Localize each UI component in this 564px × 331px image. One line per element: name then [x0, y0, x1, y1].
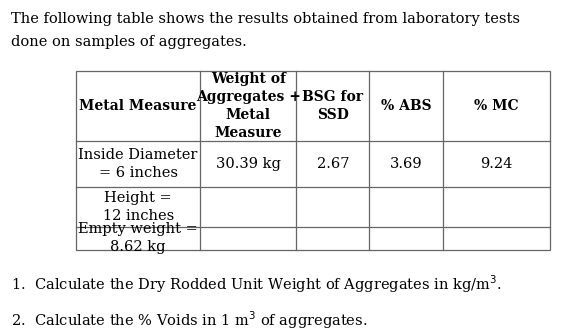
Text: Inside Diameter
= 6 inches: Inside Diameter = 6 inches: [78, 148, 198, 180]
Text: 1.  Calculate the Dry Rodded Unit Weight of Aggregates in kg/m$^3$.: 1. Calculate the Dry Rodded Unit Weight …: [11, 273, 502, 295]
Bar: [76, 71, 550, 250]
Text: Empty weight =
8.62 kg: Empty weight = 8.62 kg: [78, 222, 198, 254]
Text: % ABS: % ABS: [381, 99, 431, 113]
Text: Height =
12 inches: Height = 12 inches: [103, 191, 174, 223]
Text: Metal Measure: Metal Measure: [80, 99, 197, 113]
Text: 2.  Calculate the % Voids in 1 m$^3$ of aggregates.: 2. Calculate the % Voids in 1 m$^3$ of a…: [11, 309, 368, 331]
Text: % MC: % MC: [474, 99, 519, 113]
Text: 30.39 kg: 30.39 kg: [215, 157, 281, 171]
Text: 9.24: 9.24: [480, 157, 513, 171]
Text: done on samples of aggregates.: done on samples of aggregates.: [11, 35, 247, 49]
Text: 2.67: 2.67: [316, 157, 349, 171]
Text: BSG for
SSD: BSG for SSD: [302, 90, 363, 122]
Text: The following table shows the results obtained from laboratory tests: The following table shows the results ob…: [11, 12, 520, 25]
Text: Weight of
Aggregates +
Metal
Measure: Weight of Aggregates + Metal Measure: [196, 72, 301, 140]
Text: 3.69: 3.69: [390, 157, 422, 171]
